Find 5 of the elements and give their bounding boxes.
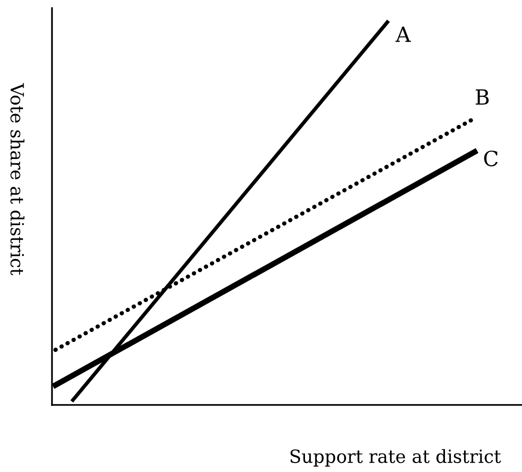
- series-label: B: [476, 89, 489, 105]
- series-label: A: [396, 26, 411, 42]
- y-axis-title: Vote share at district: [10, 83, 24, 276]
- x-axis-title: Support rate at district: [290, 449, 501, 467]
- series-label: C: [484, 150, 498, 166]
